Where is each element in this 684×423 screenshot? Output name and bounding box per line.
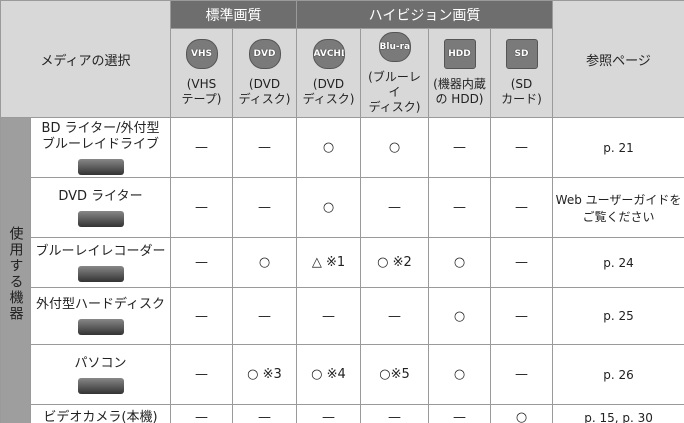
support-cell: —: [360, 177, 429, 238]
page-ref: p. 15, p. 30: [552, 404, 684, 423]
support-cell: ○※5: [360, 344, 429, 405]
support-cell: ○: [428, 237, 491, 288]
support-cell: —: [232, 177, 297, 238]
media-icon: Blu-ray Disc: [378, 31, 411, 62]
media-label: (DVD ディスク): [238, 77, 291, 106]
media-label: (機器内蔵 の HDD): [433, 77, 486, 106]
media-row: VHS (VHS テープ) DVD (DVD ディスク) AVCHD (DVD ディスク)…: [1, 28, 684, 118]
support-cell: △ ※1: [296, 237, 361, 288]
support-cell: —: [489, 177, 554, 238]
support-cell: —: [489, 117, 554, 178]
page-ref: p. 21: [552, 117, 684, 178]
device-cell: BD ライター/外付型 ブルーレイドライブ: [30, 117, 171, 178]
page-ref: p. 26: [552, 344, 684, 405]
support-cell: ○: [428, 287, 491, 345]
media-icon: SD: [505, 39, 538, 69]
device-cell: パソコン: [30, 344, 171, 405]
support-cell: —: [170, 177, 233, 238]
media-label: (ブルーレイ ディスク): [368, 69, 421, 114]
media-cell: Blu-ray Disc (ブルーレイ ディスク): [360, 28, 429, 118]
support-cell: ○ ※3: [232, 344, 297, 405]
page-ref: Web ユーザーガイドをご覧ください: [552, 177, 684, 238]
media-cell: SD (SD カード): [489, 28, 554, 118]
support-cell: —: [232, 404, 297, 423]
support-cell: —: [170, 344, 233, 405]
device-image: [77, 158, 124, 175]
media-selection: メディアの選択: [0, 0, 171, 118]
support-cell: —: [428, 404, 491, 423]
media-label: (SD カード): [501, 77, 542, 106]
device-row: ビデオカメラ(本機) — — — — — ○ p. 15, p. 30: [1, 404, 684, 423]
support-cell: —: [489, 237, 554, 288]
device-cell: DVD ライター: [30, 177, 171, 238]
support-cell: ○: [489, 404, 554, 423]
page-ref: p. 24: [552, 237, 684, 288]
support-cell: —: [170, 404, 233, 423]
support-cell: ○: [296, 117, 361, 178]
media-cell: DVD (DVD ディスク): [232, 28, 297, 118]
quality-group: 標準画質: [170, 0, 297, 29]
support-cell: —: [170, 117, 233, 178]
device-row: DVD ライター — — ○ — — — Web ユーザーガイドをご覧ください: [1, 177, 684, 238]
support-cell: ○: [428, 344, 491, 405]
device-row: ブルーレイレコーダー — ○ △ ※1 ○ ※2 ○ — p. 24: [1, 237, 684, 288]
device-image: [77, 210, 124, 227]
support-cell: —: [428, 117, 491, 178]
page-ref: p. 25: [552, 287, 684, 345]
quality-group: ハイビジョン画質: [295, 0, 554, 29]
support-cell: ○ ※2: [360, 237, 429, 288]
device-row: 使用する機器 BD ライター/外付型 ブルーレイドライブ — — ○ ○ — — p. 21: [0, 117, 684, 423]
support-cell: —: [360, 404, 429, 423]
support-cell: ○: [360, 117, 429, 178]
device-name: 外付型ハードディスク: [35, 297, 166, 312]
support-cell: —: [428, 177, 491, 238]
header-row: メディアの選択 標準画質 ハイビジョン画質 参照ページ: [0, 0, 684, 118]
device-row: 外付型ハードディスク — — — — ○ — p. 25: [1, 287, 684, 345]
devices-label: 使用する機器: [0, 117, 31, 423]
media-icon: DVD: [248, 39, 281, 69]
device-name: ビデオカメラ(本機): [43, 409, 158, 423]
support-cell: —: [170, 237, 233, 288]
device-name: パソコン: [74, 355, 127, 371]
support-cell: —: [360, 287, 429, 345]
support-cell: ○ ※4: [296, 344, 361, 405]
support-cell: —: [170, 287, 233, 345]
device-image: [77, 377, 124, 394]
support-cell: —: [489, 287, 554, 345]
support-cell: —: [296, 287, 361, 345]
support-cell: ○: [232, 237, 297, 288]
support-cell: —: [296, 404, 361, 423]
media-cell: VHS (VHS テープ): [170, 28, 233, 118]
support-cell: ○: [296, 177, 361, 238]
device-name: DVD ライター: [58, 188, 143, 204]
media-icon: VHS: [185, 39, 218, 69]
device-name: ブルーレイレコーダー: [35, 243, 166, 259]
support-cell: —: [489, 344, 554, 405]
support-cell: —: [232, 287, 297, 345]
media-icon: AVCHD: [312, 39, 345, 69]
support-cell: —: [232, 117, 297, 178]
device-name: BD ライター/外付型 ブルーレイドライブ: [41, 120, 160, 152]
device-cell: 外付型ハードディスク: [30, 287, 171, 345]
device-image: [77, 265, 124, 282]
media-cell: AVCHD (DVD ディスク): [296, 28, 361, 118]
reference-header: 参照ページ: [552, 0, 684, 118]
media-icon: HDD: [443, 39, 476, 69]
device-cell: ビデオカメラ(本機): [30, 404, 171, 423]
media-label: (VHS テープ): [181, 77, 222, 106]
device-image: [77, 319, 124, 335]
media-label: (DVD ディスク): [302, 77, 355, 106]
device-cell: ブルーレイレコーダー: [30, 237, 171, 288]
device-row: パソコン — ○ ※3 ○ ※4 ○※5 ○ — p. 26: [1, 344, 684, 405]
media-cell: HDD (機器内蔵 の HDD): [428, 28, 491, 118]
